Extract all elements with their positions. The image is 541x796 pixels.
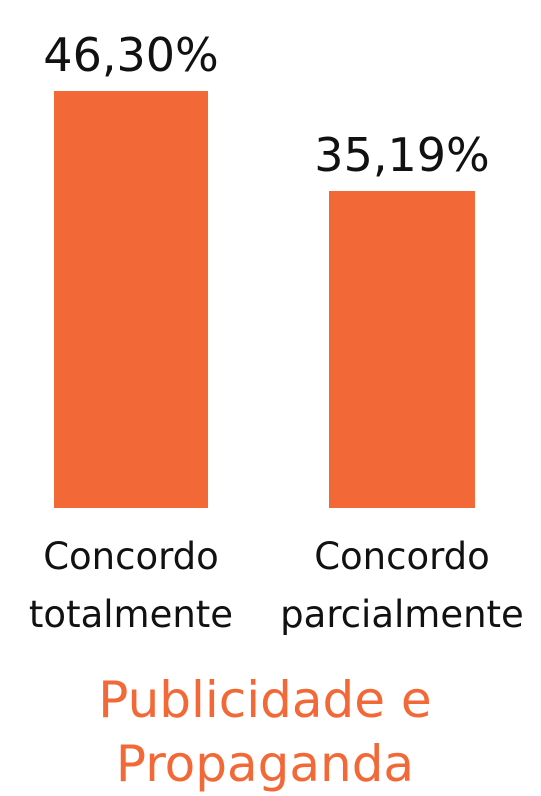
data-label: 46,30% (43, 28, 219, 82)
bar (54, 91, 208, 508)
x-tick-label: Concordo parcialmente (280, 535, 524, 636)
chart-title: Publicidade e Propaganda (98, 671, 432, 793)
data-label: 35,19% (314, 128, 490, 183)
x-tick-label: Concordo totalmente (28, 535, 234, 636)
bar (329, 191, 475, 508)
